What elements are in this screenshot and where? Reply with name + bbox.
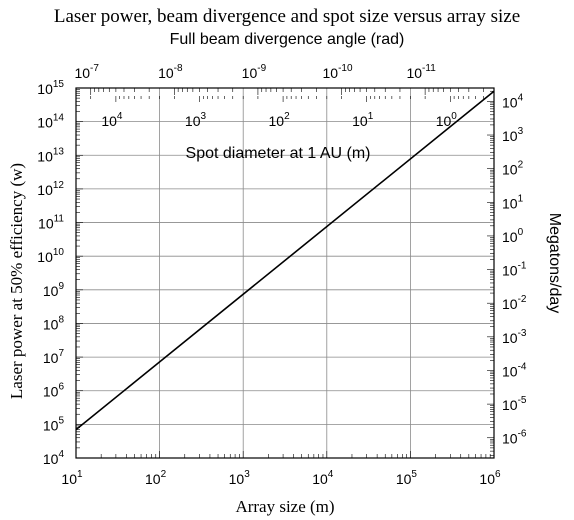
x-tick-label: 106 (479, 469, 501, 487)
y-tick-label: 106 (43, 382, 65, 400)
inner-tick-label: 104 (101, 111, 123, 129)
y-tick-label: 1015 (37, 79, 64, 97)
top-tick-label: 10-7 (74, 63, 99, 81)
y-tick-label: 1011 (38, 214, 64, 232)
x-tick-label: 103 (229, 469, 251, 487)
x-tick-label: 102 (145, 469, 167, 487)
y-tick-label: 104 (43, 449, 65, 467)
top-tick-label: 10-10 (323, 63, 353, 81)
y2-tick-label: 103 (502, 126, 524, 144)
y2-tick-label: 102 (502, 160, 524, 178)
axis-ticks (75, 88, 495, 459)
plot-frame (75, 87, 495, 459)
top-tick-label: 10-8 (158, 63, 183, 81)
y2-tick-label: 100 (502, 227, 524, 245)
inner-tick-label: 102 (269, 111, 291, 129)
y2-tick-label: 10-2 (502, 294, 527, 312)
inner-tick-label: 101 (352, 111, 374, 129)
y2-tick-label: 10-5 (502, 395, 527, 413)
series-line (75, 90, 495, 431)
y2-tick-label: 10-6 (502, 429, 527, 447)
top-tick-label: 10-9 (242, 63, 267, 81)
inner-tick-label: 100 (436, 111, 458, 129)
inner-axis-title: Spot diameter at 1 AU (m) (186, 145, 371, 162)
top-axis-title: Full beam divergence angle (rad) (170, 31, 405, 48)
x-tick-label: 105 (396, 469, 418, 487)
y-tick-label: 1012 (37, 180, 64, 198)
y-tick-label: 107 (43, 348, 65, 366)
y2-tick-label: 10-3 (502, 328, 527, 346)
y2-tick-label: 10-4 (502, 361, 527, 379)
y2-tick-label: 101 (502, 193, 524, 211)
y-tick-label: 109 (43, 281, 65, 299)
chart-title: Laser power, beam divergence and spot si… (54, 6, 520, 27)
inner-tick-label: 103 (185, 111, 207, 129)
y2-tick-label: 104 (502, 92, 524, 110)
y-tick-label: 1010 (37, 247, 64, 265)
y2-tick-label: 10-1 (502, 261, 527, 279)
tick-labels: 101 102 103 104 105 106 104 105 106 107 108 109 1010… (37, 63, 527, 487)
top-tick-label: 10-11 (406, 63, 436, 81)
x-axis-title: Array size (m) (235, 497, 334, 516)
y-tick-label: 1014 (37, 113, 64, 131)
y2-axis-title: Megatons/day (546, 213, 563, 314)
y-tick-label: 1013 (37, 146, 64, 164)
x-tick-label: 101 (61, 469, 83, 487)
y-tick-label: 105 (43, 415, 65, 433)
x-tick-label: 104 (312, 469, 334, 487)
grid (75, 87, 495, 459)
y-tick-label: 108 (43, 314, 65, 332)
y-axis-title: Laser power at 50% efficiency (w) (7, 163, 26, 399)
